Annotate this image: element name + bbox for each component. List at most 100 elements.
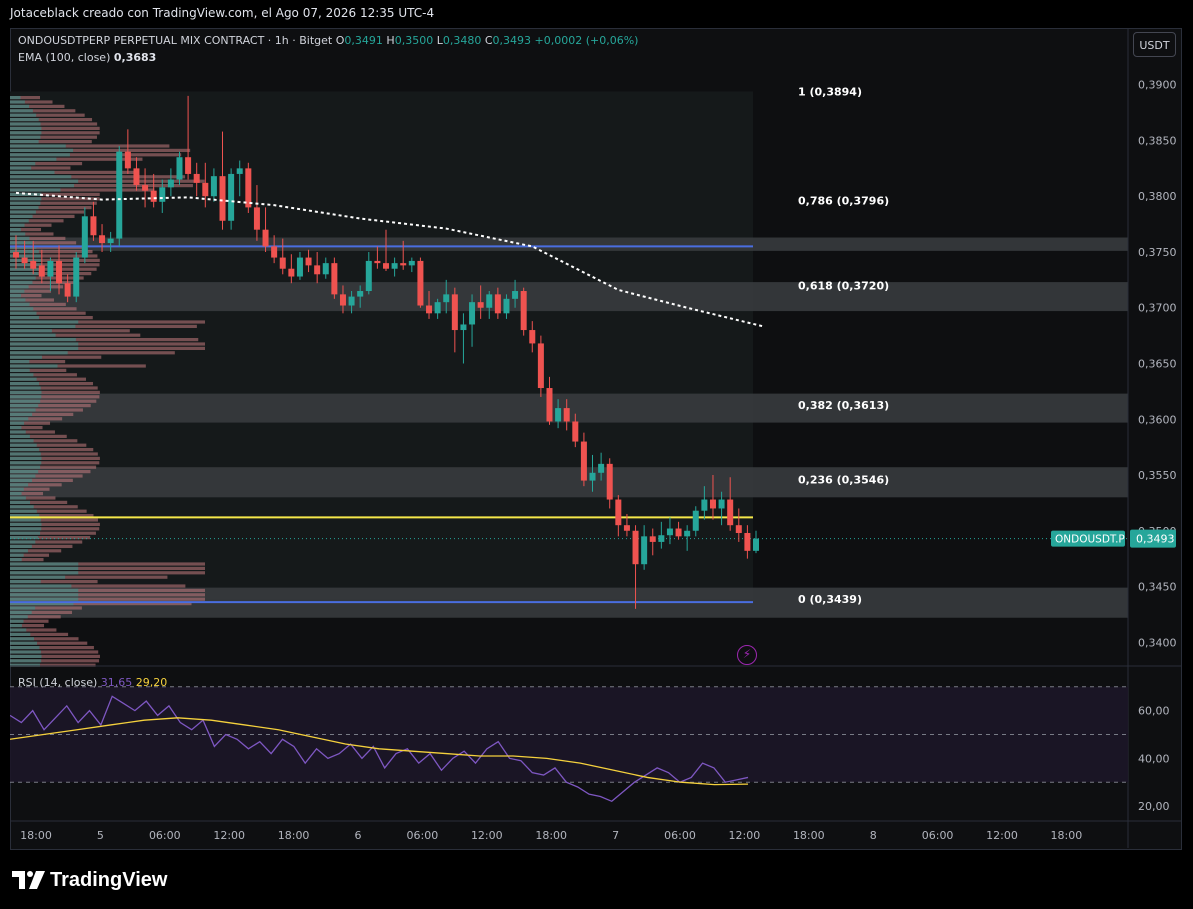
rsi-line (10, 695, 749, 803)
candle-body (99, 235, 106, 244)
volume-profile-bar (10, 509, 87, 513)
candle-body (477, 302, 484, 308)
rsi-ma-value: 29,20 (135, 676, 168, 689)
volume-profile-bar (10, 144, 170, 148)
volume-profile-bar-up (10, 531, 41, 535)
volume-profile-bar-up (10, 663, 40, 667)
volume-profile-bar (10, 492, 44, 496)
price-chart[interactable]: 1 (0,3894) 0,786 (0,3796) 0,618 (0,3720) 0,… (10, 28, 1182, 850)
volume-profile-bar-up (10, 399, 41, 403)
candle-body (451, 294, 458, 331)
volume-profile-bar-up (10, 483, 29, 487)
rsi-legend[interactable]: RSI (14, close) 31,65 29,20 (18, 676, 167, 689)
volume-profile-bar-up (10, 456, 42, 460)
volume-profile-bar (10, 430, 55, 434)
volume-profile-bar (10, 241, 77, 245)
volume-profile-bar (10, 316, 93, 320)
volume-profile-bar (10, 100, 53, 104)
open-label: O (335, 34, 345, 47)
volume-profile-bar-up (10, 417, 29, 421)
candle-body (245, 168, 252, 208)
candle-body (391, 263, 398, 269)
volume-profile-bar-up (10, 571, 79, 575)
volume-profile-bar-up (10, 307, 34, 311)
volume-profile-bar (10, 289, 52, 293)
candle-body (426, 305, 433, 314)
volume-profile-bar (10, 632, 69, 636)
candle-body (400, 263, 407, 266)
time-tick-label: 6 (355, 829, 362, 842)
price-tick-label: 0,3450 (1138, 581, 1177, 594)
volume-profile-bar (10, 487, 50, 491)
volume-profile-bar (10, 338, 199, 342)
volume-profile-bar (10, 654, 100, 658)
candle-body (228, 173, 235, 221)
candle-body (675, 528, 682, 537)
volume-profile-bar (10, 641, 88, 645)
volume-profile-bar-up (10, 338, 76, 342)
candle-body (90, 216, 97, 236)
volume-profile-bar (10, 434, 67, 438)
volume-profile-bar (10, 566, 205, 570)
high-label: H (386, 34, 395, 47)
candle-body (512, 291, 519, 299)
volume-profile-bar-up (10, 566, 79, 570)
volume-profile-bar-up (10, 166, 32, 170)
ema-legend[interactable]: EMA (100, close) 0,3683 (18, 51, 156, 64)
candle-body (176, 157, 183, 180)
volume-profile-bar (10, 258, 100, 262)
currency-button[interactable]: USDT (1133, 32, 1176, 57)
candle-body (30, 260, 37, 269)
volume-profile-bar-up (10, 659, 42, 663)
fib-zone (10, 237, 1128, 251)
volume-profile-bar (10, 109, 76, 113)
candle-body (47, 260, 54, 277)
low-value: 0,3480 (442, 34, 482, 47)
volume-profile-bar-up (10, 197, 42, 201)
volume-profile-bar-up (10, 615, 28, 619)
price-tick-label: 0,3650 (1138, 358, 1177, 371)
volume-profile-bar-up (10, 377, 37, 381)
volume-profile-bar-up (10, 316, 39, 320)
rsi-tick-label: 40,00 (1138, 752, 1170, 765)
volume-profile-bar-up (10, 368, 30, 372)
volume-profile-bar (10, 408, 83, 412)
volume-profile-bar (10, 584, 186, 588)
volume-profile-bar-up (10, 214, 33, 218)
candle-body (469, 302, 476, 325)
volume-profile-bar (10, 170, 138, 174)
volume-profile-bar (10, 474, 83, 478)
volume-profile-bar (10, 505, 78, 509)
volume-profile-bar (10, 646, 94, 650)
candle-body (580, 441, 587, 481)
brand[interactable]: TradingView (12, 866, 167, 894)
time-tick-label: 18:00 (278, 829, 310, 842)
candle-body (167, 179, 174, 188)
volume-profile-bar-up (10, 461, 42, 465)
volume-profile-bar-up (10, 465, 41, 469)
volume-profile-bar (10, 324, 197, 328)
time-tick-label: 8 (870, 829, 877, 842)
low-label: L (436, 34, 443, 47)
lightning-icon[interactable]: ⚡ (737, 645, 757, 665)
symbol-tag-label: ONDOUSDT.P (1055, 534, 1125, 546)
time-tick-label: 12:00 (213, 829, 245, 842)
volume-profile-bar (10, 298, 54, 302)
candle-body (503, 298, 510, 314)
volume-profile-bar (10, 351, 175, 355)
volume-profile-bar-up (10, 509, 37, 513)
volume-profile-bar-up (10, 518, 41, 522)
volume-profile-bar-up (10, 360, 30, 364)
candle-body (649, 536, 656, 542)
volume-profile-bar-up (10, 474, 36, 478)
candle-body (727, 499, 734, 526)
candle-body (615, 499, 622, 526)
volume-profile-bar-up (10, 157, 57, 161)
volume-profile-bar (10, 637, 79, 641)
time-tick-label: 7 (612, 829, 619, 842)
volume-profile-bar (10, 663, 96, 667)
volume-profile-bar-up (10, 562, 79, 566)
candle-body (236, 168, 243, 174)
candle-body (64, 283, 71, 297)
candle-body (537, 343, 544, 389)
